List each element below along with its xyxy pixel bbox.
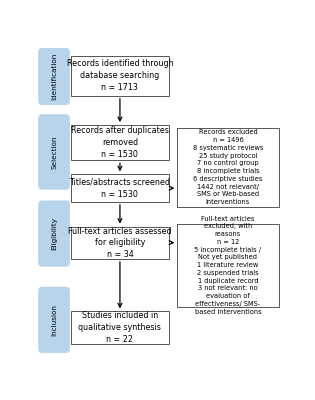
Text: Eligibility: Eligibility [51,217,57,250]
FancyBboxPatch shape [71,311,169,344]
Text: Selection: Selection [51,135,57,169]
FancyBboxPatch shape [38,48,70,105]
Text: Inclusion: Inclusion [51,304,57,336]
Text: Identification: Identification [51,53,57,100]
Text: Records excluded
n = 1496
8 systematic reviews
25 study protocol
7 no control gr: Records excluded n = 1496 8 systematic r… [193,130,263,205]
FancyBboxPatch shape [38,287,70,353]
FancyBboxPatch shape [71,227,169,259]
FancyBboxPatch shape [38,200,70,267]
FancyBboxPatch shape [71,174,169,202]
FancyBboxPatch shape [177,128,279,207]
Text: Full-text articles assessed
for eligibility
n = 34: Full-text articles assessed for eligibil… [68,226,172,259]
Text: Full-text articles
excluded, with
reasons
n = 12
5 incomplete trials /
Not yet p: Full-text articles excluded, with reason… [194,216,261,315]
FancyBboxPatch shape [71,125,169,160]
Text: Records after duplicates
removed
n = 1530: Records after duplicates removed n = 153… [71,126,169,159]
FancyBboxPatch shape [177,224,279,307]
Text: Studies included in
qualitative synthesis
n = 22: Studies included in qualitative synthesi… [78,311,161,344]
Text: Titles/abstracts screened
n = 1530: Titles/abstracts screened n = 1530 [69,178,170,198]
Text: Records identified through
database searching
n = 1713: Records identified through database sear… [67,60,173,92]
FancyBboxPatch shape [71,56,169,96]
FancyBboxPatch shape [38,114,70,190]
